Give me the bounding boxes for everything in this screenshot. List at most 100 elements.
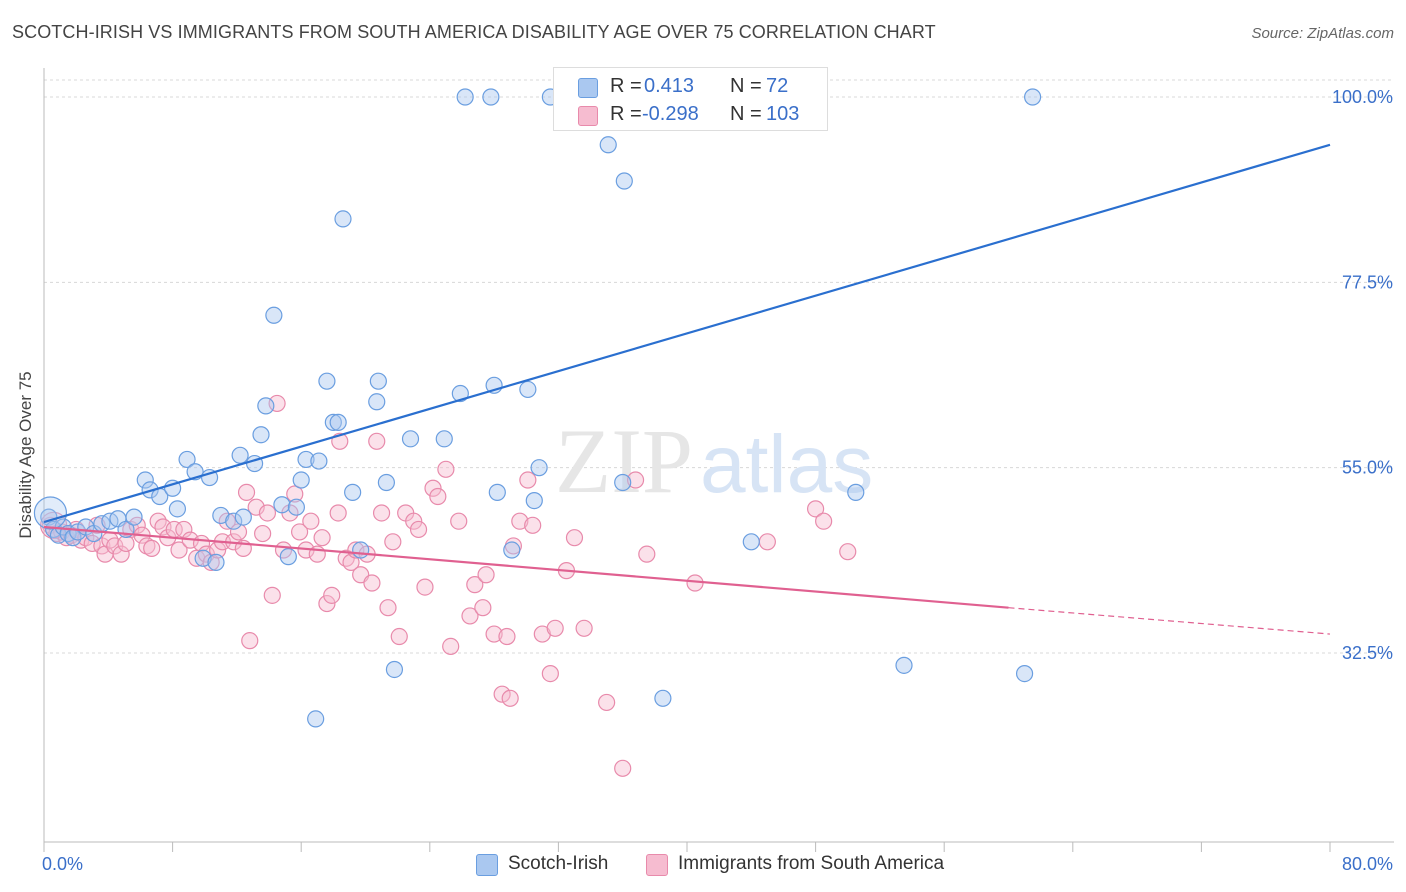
data-point-south-america <box>638 545 656 563</box>
data-point-south-america <box>379 599 397 617</box>
gridlines <box>44 79 1394 654</box>
data-point-scotch-irish <box>456 88 474 106</box>
data-point-scotch-irish <box>287 498 305 516</box>
data-point-scotch-irish <box>257 397 275 415</box>
legend-series: Scotch-Irish Immigrants from South Ameri… <box>0 852 1406 878</box>
legend-n-label: N = <box>730 103 762 125</box>
data-point-scotch-irish <box>307 710 325 728</box>
data-point-south-america <box>268 394 286 413</box>
data-point-scotch-irish <box>352 541 370 559</box>
watermark-atlas: atlas <box>700 419 873 510</box>
data-point-south-america <box>511 512 529 530</box>
data-point-south-america <box>474 599 492 617</box>
data-point-south-america <box>429 487 447 506</box>
legend-row-scotch-irish: R = 0.413 N = 72 <box>554 73 827 101</box>
data-point-south-america <box>313 529 331 547</box>
data-point-south-america <box>626 471 645 489</box>
data-point-scotch-irish <box>334 210 352 228</box>
data-point-scotch-irish <box>488 483 506 501</box>
data-point-south-america <box>363 574 381 592</box>
data-point-scotch-irish <box>234 508 252 526</box>
data-point-south-america <box>450 512 468 530</box>
data-point-scotch-irish <box>451 384 469 403</box>
data-point-south-america <box>409 520 428 539</box>
data-point-south-america <box>290 523 309 541</box>
watermark: ZIP atlas <box>555 410 873 512</box>
data-point-south-america <box>442 637 460 656</box>
data-point-scotch-irish <box>252 426 270 444</box>
data-point-south-america <box>839 543 857 561</box>
data-point-scotch-irish <box>519 380 537 399</box>
data-point-south-america <box>390 627 408 646</box>
y-tick-label: 77.5% <box>1342 272 1393 292</box>
data-point-scotch-irish <box>125 508 143 526</box>
trend-line-south-america-extrapolated <box>1008 607 1331 635</box>
data-point-south-america <box>493 685 511 703</box>
data-point-south-america <box>175 520 193 539</box>
data-point-scotch-irish <box>368 393 386 411</box>
legend-n-value: 103 <box>766 103 800 125</box>
data-point-scotch-irish <box>369 372 387 390</box>
legend-r-value: 0.413 <box>644 75 695 97</box>
data-point-scotch-irish <box>344 483 362 501</box>
data-point-cluster-scotch-irish <box>33 496 68 530</box>
trend-line-scotch-irish <box>43 143 1331 524</box>
data-point-south-america <box>519 471 537 489</box>
data-point-south-america <box>405 512 423 530</box>
legend-n-label: N = <box>730 75 762 97</box>
data-point-south-america <box>329 504 347 522</box>
data-point-scotch-irish <box>297 450 315 469</box>
data-point-scotch-irish <box>530 459 548 477</box>
data-point-south-america <box>541 664 559 683</box>
legend-row-south-america: R = -0.298 N = 103 <box>554 101 827 129</box>
series-blue-points <box>33 88 1042 728</box>
data-point-scotch-irish <box>310 452 328 470</box>
data-point-south-america <box>598 693 616 712</box>
data-point-south-america <box>323 586 341 604</box>
trend-line-south-america <box>43 525 1009 609</box>
data-point-south-america <box>368 432 386 450</box>
data-point-south-america <box>565 529 584 547</box>
y-tick-label: 100.0% <box>1332 87 1393 107</box>
y-tick-labels: 32.5% 55.0% 77.5% 100.0% <box>1332 87 1393 663</box>
data-point-scotch-irish <box>599 136 617 154</box>
data-point-scotch-irish <box>847 483 865 501</box>
data-point-south-america <box>614 759 632 777</box>
legend-swatch-pink <box>646 854 668 876</box>
data-point-south-america <box>170 541 188 559</box>
data-point-south-america <box>461 607 479 625</box>
data-point-scotch-irish <box>168 500 187 518</box>
data-point-south-america <box>258 504 277 522</box>
data-point-scotch-irish <box>279 548 297 566</box>
y-axis-label: Disability Age Over 75 <box>16 371 35 539</box>
x-tick-label: 0.0% <box>42 854 83 874</box>
data-point-south-america <box>806 500 825 518</box>
legend-swatch-pink <box>578 106 598 126</box>
chart-title: SCOTCH-IRISH VS IMMIGRANTS FROM SOUTH AM… <box>12 22 936 42</box>
legend-swatch-blue <box>578 78 598 98</box>
legend-n-value: 72 <box>766 75 789 97</box>
data-point-scotch-irish <box>324 413 342 431</box>
data-point-scotch-irish <box>401 430 420 448</box>
watermark-zip: ZIP <box>555 410 693 512</box>
data-point-south-america <box>218 512 236 530</box>
data-point-scotch-irish <box>503 541 521 559</box>
data-point-south-america <box>237 483 256 501</box>
data-point-south-america <box>815 512 833 530</box>
legend-label-south-america: Immigrants from South America <box>678 853 945 874</box>
data-point-scotch-irish <box>225 512 243 530</box>
data-point-south-america <box>286 485 304 503</box>
data-point-scotch-irish <box>273 496 291 514</box>
data-point-south-america <box>485 625 503 643</box>
legend-r-value: -0.298 <box>642 103 699 125</box>
data-point-scotch-irish <box>615 172 633 190</box>
legend-r-label: R = <box>610 103 642 125</box>
data-point-scotch-irish <box>178 450 196 469</box>
data-point-scotch-irish <box>1024 88 1042 106</box>
trend-lines <box>43 143 1331 635</box>
data-point-scotch-irish <box>525 492 543 510</box>
data-point-south-america <box>318 594 336 613</box>
data-point-south-america <box>384 533 402 551</box>
data-point-scotch-irish <box>614 473 632 492</box>
legend-stats: R = 0.413 N = 72 R = -0.298 N = 103 <box>553 67 828 131</box>
